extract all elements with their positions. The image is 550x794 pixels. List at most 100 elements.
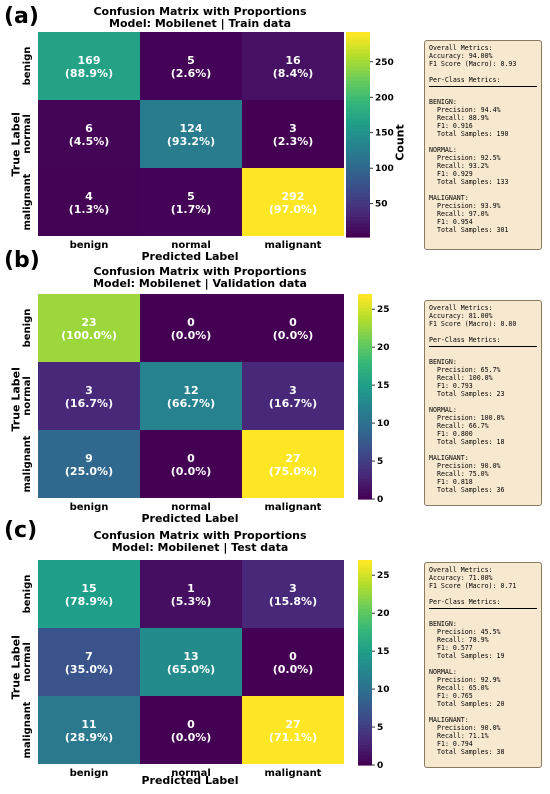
colorbar-segment (358, 614, 372, 619)
class-recall: Recall: 66.7% (437, 422, 489, 430)
heatmap-cell (140, 430, 242, 498)
per-class-header: Per-Class Metrics: (429, 598, 501, 606)
cell-percent-label: (15.8%) (269, 595, 317, 608)
colorbar-segment (346, 35, 370, 40)
cell-percent-label: (28.9%) (65, 731, 113, 744)
cell-percent-label: (100.0%) (61, 329, 117, 342)
colorbar-segment (346, 32, 370, 37)
class-name: BENIGN: (429, 98, 457, 106)
colorbar-segment (358, 396, 372, 401)
chart-title-text: Confusion Matrix with Proportions (93, 265, 307, 278)
class-name: BENIGN: (429, 620, 457, 628)
class-precision: Precision: 90.0% (437, 724, 501, 732)
chart-subtitle-text: Model: Mobilenet | Validation data (93, 277, 307, 290)
colorbar-segment (358, 451, 372, 456)
y-tick-label: normal (22, 376, 33, 416)
class-samples: Total Samples: 36 (437, 486, 505, 494)
colorbar-segment (358, 713, 372, 718)
colorbar-segment (358, 669, 372, 674)
class-recall: Recall: 71.1% (437, 732, 489, 740)
class-precision: Precision: 92.9% (437, 676, 501, 684)
colorbar-segment (346, 124, 370, 129)
colorbar-segment (358, 679, 372, 684)
x-tick-label: benign (70, 502, 109, 513)
colorbar-segment (346, 137, 370, 142)
cell-percent-label: (66.7%) (167, 397, 215, 410)
colorbar-segment (346, 62, 370, 67)
y-tick-label: normal (22, 114, 33, 154)
y-tick-label: benign (22, 47, 33, 86)
colorbar-segment (358, 676, 372, 681)
cell-count-label: 7 (85, 650, 93, 663)
cell-count-label: 5 (187, 190, 195, 203)
class-samples: Total Samples: 301 (437, 226, 509, 234)
colorbar-tick-label: 15 (377, 647, 390, 657)
colorbar-segment (358, 604, 372, 609)
colorbar-segment (358, 717, 372, 722)
colorbar-tick-label: 20 (377, 609, 390, 619)
cell-count-label: 124 (180, 122, 203, 135)
colorbar-segment (346, 151, 370, 156)
cell-count-label: 3 (289, 582, 297, 595)
colorbar-segment (346, 189, 370, 194)
colorbar-segment (346, 230, 370, 235)
colorbar-segment (346, 175, 370, 180)
colorbar-segment (346, 103, 370, 108)
accuracy-value: Accuracy: 94.00% (429, 52, 493, 60)
x-tick-label: benign (70, 768, 109, 779)
colorbar-segment (358, 365, 372, 370)
cell-percent-label: (65.0%) (167, 663, 215, 676)
x-tick-label: benign (70, 240, 109, 251)
heatmap-cell (38, 294, 140, 362)
x-tick-label: normal (171, 502, 211, 513)
cell-count-label: 12 (183, 384, 198, 397)
heatmap-cell (140, 560, 242, 628)
colorbar-tick-label: 10 (377, 685, 390, 695)
colorbar-segment (358, 444, 372, 449)
colorbar-segment (346, 59, 370, 64)
colorbar-segment (358, 403, 372, 408)
x-tick-label: malignant (265, 768, 322, 779)
metrics-box: Overall Metrics: Accuracy: 71.00% F1 Score… (424, 562, 542, 768)
colorbar-segment (358, 655, 372, 660)
colorbar-segment (358, 475, 372, 480)
cell-count-label: 27 (285, 452, 300, 465)
cell-percent-label: (78.9%) (65, 595, 113, 608)
overall-metrics-header: Overall Metrics: (429, 566, 493, 574)
colorbar-segment (346, 165, 370, 170)
heatmap-cell (140, 32, 242, 100)
colorbar-segment (358, 662, 372, 667)
colorbar-segment (346, 134, 370, 139)
cell-percent-label: (25.0%) (65, 465, 113, 478)
cell-count-label: 3 (289, 384, 297, 397)
cell-percent-label: (16.7%) (269, 397, 317, 410)
colorbar-segment (346, 52, 370, 57)
cell-count-label: 23 (81, 316, 96, 329)
colorbar-segment (346, 107, 370, 112)
cell-percent-label: (0.0%) (171, 465, 212, 478)
heatmap-cell (242, 168, 344, 236)
colorbar-segment (358, 386, 372, 391)
colorbar-segment (358, 468, 372, 473)
colorbar-segment (346, 233, 370, 238)
colorbar-segment (346, 73, 370, 78)
colorbar-segment (358, 427, 372, 432)
colorbar-segment (358, 601, 372, 606)
cell-percent-label: (93.2%) (167, 135, 215, 148)
colorbar-segment (358, 624, 372, 629)
cell-percent-label: (71.1%) (269, 731, 317, 744)
heatmap-cell (140, 628, 242, 696)
class-f1: F1: 0.929 (437, 170, 473, 178)
cell-percent-label: (4.5%) (69, 135, 110, 148)
cell-count-label: 3 (85, 384, 93, 397)
cell-count-label: 0 (289, 650, 297, 663)
colorbar-segment (358, 683, 372, 688)
y-tick-label: malignant (22, 173, 33, 230)
colorbar-segment (358, 348, 372, 353)
colorbar-tick-label: 5 (377, 457, 383, 467)
class-samples: Total Samples: 19 (437, 652, 505, 660)
colorbar-segment (346, 196, 370, 201)
y-tick-label: normal (22, 642, 33, 682)
y-tick-label: malignant (22, 701, 33, 758)
heatmap-cell (38, 696, 140, 764)
